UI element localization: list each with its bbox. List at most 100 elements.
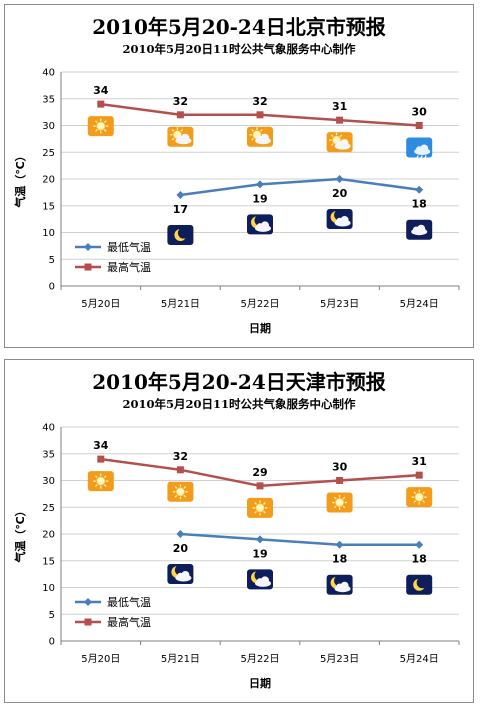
data-label: 32 [173, 450, 188, 463]
y-tick-label: 30 [42, 476, 55, 487]
y-tick-label: 10 [42, 583, 55, 594]
series-line-0 [180, 532, 420, 546]
data-point [176, 111, 184, 119]
legend-marker [84, 243, 92, 251]
data-label: 18 [332, 553, 347, 566]
data-label: 18 [412, 553, 427, 566]
data-label: 20 [173, 542, 189, 555]
data-label: 19 [252, 192, 267, 205]
moon-cloud-icon [326, 574, 353, 595]
legend-entry: 最高气温 [107, 615, 151, 629]
y-tick-label: 25 [42, 148, 55, 159]
chart-title: 2010年5月20-24日北京市预报 [92, 15, 386, 39]
data-point [415, 185, 424, 194]
legend-entry: 最高气温 [107, 260, 151, 274]
data-point [256, 180, 264, 189]
chart-plot: 0 5 10 15 20 25 30 35 40 5月20日 5月21日 5月22日 5月23日 5月24… [13, 423, 460, 690]
data-point [256, 111, 264, 119]
data-label: 29 [252, 466, 267, 479]
x-axis-label: 日期 [249, 321, 271, 335]
legend-marker [84, 618, 92, 626]
y-tick-label: 25 [42, 503, 55, 514]
data-point [256, 482, 264, 490]
sun-icon [247, 497, 273, 518]
x-tick-label: 5月23日 [320, 653, 359, 665]
moon-cloud-icon [247, 214, 273, 235]
y-tick-label: 35 [42, 94, 55, 105]
legend-marker [84, 598, 92, 606]
data-label: 32 [252, 95, 267, 108]
x-tick-label: 5月23日 [320, 298, 359, 310]
data-point [176, 466, 184, 474]
data-label: 30 [332, 461, 348, 474]
y-tick-label: 20 [42, 530, 55, 541]
sun-icon [406, 487, 433, 508]
legend-entry: 最低气温 [107, 595, 151, 609]
x-tick-label: 5月21日 [161, 653, 200, 665]
sun-icon [167, 481, 194, 502]
x-tick-label: 5月20日 [81, 653, 120, 665]
y-axis-label: 气温（℃） [13, 505, 27, 563]
moon-cloud-icon [247, 569, 273, 590]
y-tick-label: 15 [42, 556, 55, 567]
y-axis-label: 气温（℃） [13, 150, 27, 208]
x-tick-label: 5月20日 [81, 298, 120, 310]
x-tick-label: 5月24日 [400, 653, 439, 665]
rain-cloud-icon [406, 137, 433, 159]
data-label: 18 [412, 198, 427, 211]
data-point [256, 535, 264, 544]
data-label: 19 [252, 547, 267, 560]
cloud-icon [406, 219, 433, 240]
data-label: 31 [332, 100, 347, 113]
data-point [97, 455, 105, 463]
data-point [97, 100, 105, 108]
data-point [415, 540, 424, 549]
data-label: 34 [93, 84, 109, 97]
data-point [415, 471, 423, 479]
x-tick-label: 5月22日 [240, 298, 279, 310]
data-label: 32 [173, 95, 188, 108]
y-tick-label: 5 [49, 255, 55, 266]
data-label: 17 [173, 203, 188, 216]
chart-title: 2010年5月20-24日天津市预报 [92, 370, 386, 394]
sun-icon [87, 116, 114, 137]
legend-marker [84, 263, 92, 271]
sun-cloud-icon [326, 132, 353, 153]
chart-subtitle: 2010年5月20日11时公共气象服务中心制作 [122, 397, 356, 411]
moon-cloud-icon [326, 209, 353, 229]
y-tick-label: 30 [42, 121, 55, 132]
sun-icon [87, 471, 114, 492]
moon-icon [406, 574, 433, 595]
data-point [336, 116, 344, 124]
chart-subtitle: 2010年5月20日11时公共气象服务中心制作 [122, 42, 356, 56]
data-point [415, 122, 423, 129]
moon-icon [167, 225, 194, 246]
data-point [176, 530, 185, 538]
sun-cloud-icon [247, 126, 273, 147]
data-label: 31 [412, 455, 427, 468]
x-tick-label: 5月24日 [400, 298, 439, 310]
data-point [335, 175, 344, 183]
sun-cloud-icon [167, 126, 194, 147]
x-tick-label: 5月21日 [161, 298, 200, 310]
series-line-0 [180, 177, 420, 197]
legend-entry: 最低气温 [107, 240, 151, 254]
data-point [336, 477, 344, 484]
data-point [335, 540, 344, 549]
y-tick-label: 10 [42, 228, 55, 239]
sun-icon [326, 492, 353, 513]
data-label: 20 [332, 187, 348, 200]
data-label: 34 [93, 439, 109, 452]
x-axis-label: 日期 [249, 676, 271, 690]
y-tick-label: 0 [49, 637, 55, 648]
y-tick-label: 0 [49, 282, 55, 293]
y-tick-label: 15 [42, 201, 55, 212]
x-tick-label: 5月22日 [240, 653, 279, 665]
data-point [176, 191, 185, 200]
y-tick-label: 40 [42, 423, 55, 434]
moon-cloud-icon [167, 564, 194, 584]
beijing-forecast-chart: 2010年5月20-24日北京市预报 2010年5月20日11时公共气象服务中心… [4, 4, 474, 348]
data-label: 30 [412, 106, 428, 119]
y-tick-label: 20 [42, 175, 55, 186]
chart-plot: 0 5 10 15 20 25 30 35 40 5月20日 5月21日 5月22日 5月23日 5月24… [13, 68, 460, 335]
